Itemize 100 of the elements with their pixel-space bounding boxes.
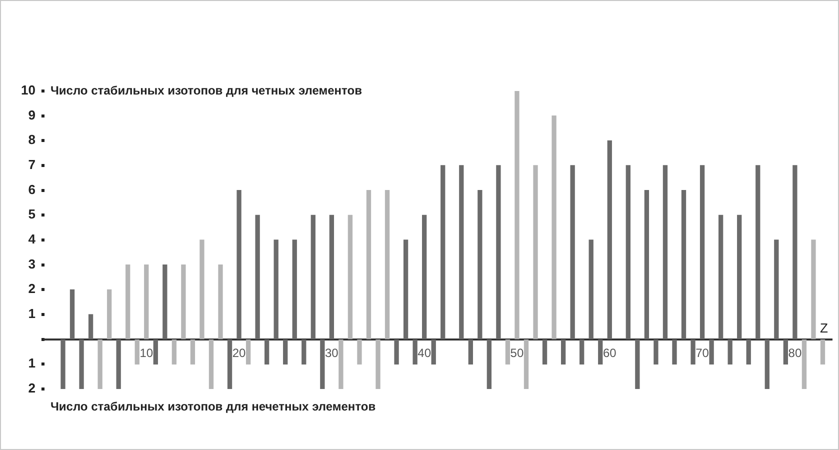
bar <box>580 340 584 364</box>
bar <box>681 190 686 340</box>
y-tick-label: 8 <box>28 132 36 148</box>
x-tick-label: 10 <box>140 346 154 360</box>
bar <box>126 264 130 340</box>
bar <box>116 340 121 389</box>
y-tick-label: 3 <box>28 256 36 272</box>
x-tick-label: 40 <box>418 346 432 360</box>
bar <box>88 314 94 340</box>
bar <box>737 214 742 340</box>
bar <box>310 214 316 340</box>
bar <box>783 340 788 364</box>
bar <box>264 340 270 364</box>
bar <box>144 264 149 340</box>
bar <box>709 340 714 364</box>
y-tick-label: 2 <box>28 281 36 296</box>
y-tick-label: 5 <box>28 206 36 222</box>
bar <box>329 214 334 340</box>
bar <box>588 240 594 340</box>
bar <box>320 340 325 389</box>
bar <box>200 240 204 340</box>
x-tick-label: 20 <box>232 346 246 360</box>
x-axis-title: Z <box>820 320 828 336</box>
y-tick-label: 9 <box>28 107 36 122</box>
bar <box>690 340 696 364</box>
x-tick-label: 50 <box>510 346 524 360</box>
bar <box>227 340 232 389</box>
bar <box>820 340 826 364</box>
y-tick-label: 1 <box>28 306 36 322</box>
y-tick-label: 1 <box>28 356 36 371</box>
bar <box>172 340 177 364</box>
bar <box>134 340 140 364</box>
bar <box>560 340 566 364</box>
bar <box>153 340 158 364</box>
bar <box>274 240 278 340</box>
bar <box>208 340 214 389</box>
bar <box>366 190 372 340</box>
bar <box>496 165 501 340</box>
bar <box>718 214 724 340</box>
text: Число стабильных изотопов для нечетных элементов <box>50 399 376 414</box>
bar <box>774 240 779 340</box>
bar <box>98 340 102 389</box>
y-tick-label: 2 <box>28 380 36 396</box>
bar <box>190 340 196 364</box>
bar <box>162 264 168 340</box>
bar <box>468 340 473 364</box>
bar <box>644 190 650 340</box>
bar <box>756 165 760 340</box>
bar <box>662 165 668 340</box>
bar <box>422 214 427 340</box>
bar <box>459 165 464 340</box>
bar <box>236 190 242 340</box>
bar <box>542 340 548 364</box>
bar <box>338 340 344 389</box>
bar <box>292 240 297 340</box>
bar <box>79 340 84 389</box>
bar <box>792 165 798 340</box>
bar <box>394 340 399 364</box>
bar <box>524 340 529 389</box>
bar <box>246 340 251 364</box>
y-tick-label: 6 <box>28 182 36 197</box>
bar <box>181 264 186 340</box>
bar <box>486 340 492 389</box>
bar <box>302 340 306 364</box>
bar <box>626 165 630 340</box>
bar <box>598 340 603 364</box>
y-tick-label: 4 <box>28 232 36 247</box>
bar <box>255 214 260 340</box>
bar <box>533 165 538 340</box>
bar <box>746 340 751 364</box>
bar <box>478 190 482 340</box>
bar <box>376 340 380 389</box>
bar <box>570 165 575 340</box>
bar <box>505 340 510 364</box>
x-tick-label: 80 <box>788 346 802 360</box>
bar <box>654 340 658 364</box>
x-tick-label: 30 <box>325 346 339 360</box>
bar <box>672 340 677 364</box>
bar <box>412 340 418 364</box>
bar <box>607 140 612 340</box>
bar <box>70 289 75 340</box>
y-tick-label: 10 <box>20 82 36 98</box>
bar <box>635 340 640 389</box>
bar <box>106 289 112 340</box>
bar <box>811 240 816 340</box>
annotation: Число стабильных изотопов для четных элементов <box>50 83 362 98</box>
bar <box>357 340 362 364</box>
bar <box>431 340 436 364</box>
x-tick-label: 70 <box>696 346 710 360</box>
bar <box>283 340 288 364</box>
bar <box>514 91 520 340</box>
x-tick-label: 60 <box>602 346 617 360</box>
bar <box>764 340 770 389</box>
bar <box>60 340 66 389</box>
bar <box>728 340 732 364</box>
bar <box>440 165 446 340</box>
bar <box>403 240 408 340</box>
bar <box>552 116 556 340</box>
bar <box>700 165 705 340</box>
bar <box>384 190 390 340</box>
